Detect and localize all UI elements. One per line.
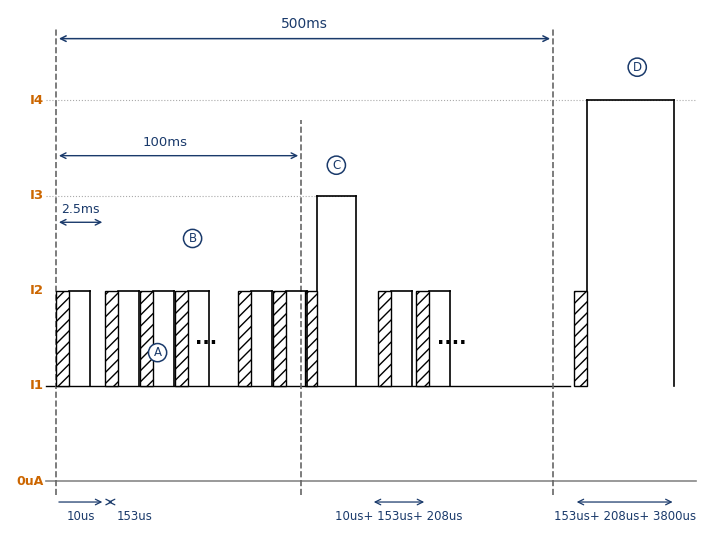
Bar <box>238 291 251 386</box>
Text: B: B <box>188 232 196 245</box>
Text: 153us: 153us <box>117 509 153 523</box>
Text: 2.5ms: 2.5ms <box>61 202 100 216</box>
Text: 10us: 10us <box>66 509 95 523</box>
Text: I2: I2 <box>29 284 44 297</box>
Bar <box>273 291 286 386</box>
Bar <box>105 291 118 386</box>
Text: I1: I1 <box>29 380 44 392</box>
Bar <box>416 291 429 386</box>
Text: 500ms: 500ms <box>281 17 328 31</box>
Text: I4: I4 <box>29 94 44 107</box>
Bar <box>574 291 586 386</box>
Text: D: D <box>633 61 642 74</box>
Text: 100ms: 100ms <box>142 136 187 149</box>
Text: 0uA: 0uA <box>16 475 44 488</box>
Bar <box>175 291 188 386</box>
Bar <box>305 291 317 386</box>
Text: 10us+ 153us+ 208us: 10us+ 153us+ 208us <box>336 509 463 523</box>
Text: A: A <box>154 346 161 359</box>
Text: ....: .... <box>437 329 466 348</box>
Bar <box>56 291 69 386</box>
Bar <box>140 291 153 386</box>
Text: ...: ... <box>196 329 218 348</box>
Text: I3: I3 <box>29 189 44 202</box>
Text: 153us+ 208us+ 3800us: 153us+ 208us+ 3800us <box>553 509 695 523</box>
Text: C: C <box>332 159 341 172</box>
Bar <box>378 291 391 386</box>
